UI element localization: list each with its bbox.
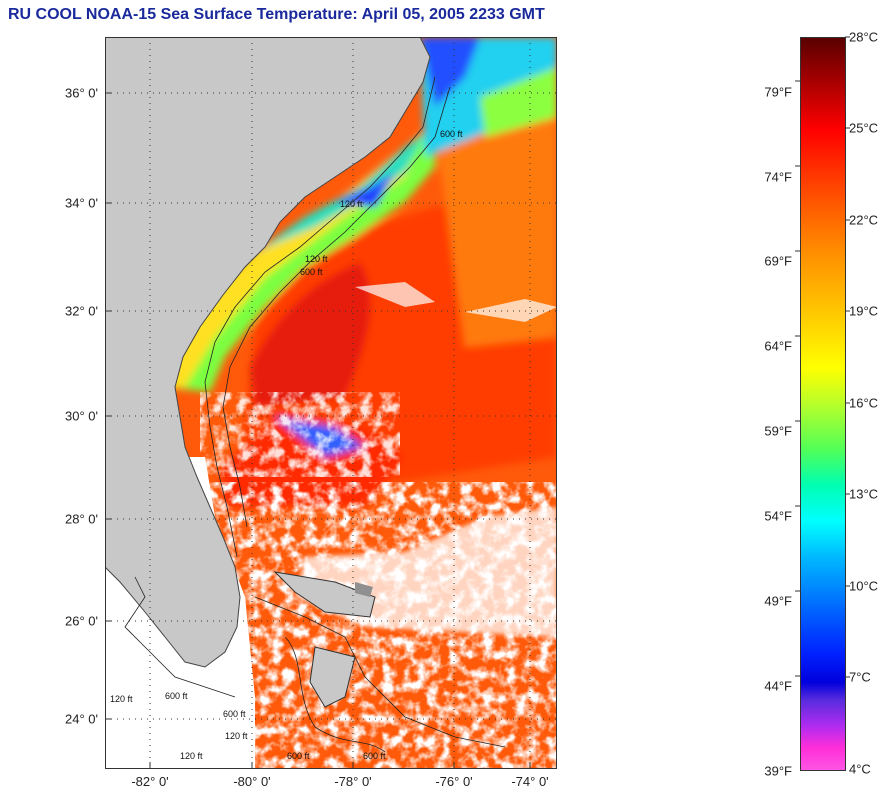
contour-label: 120 ft [225, 731, 248, 741]
contour-label: 120 ft [180, 751, 203, 761]
sst-map[interactable]: 120 ft 600 ft 120 ft 600 ft 120 ft 600 f… [105, 37, 557, 769]
fahrenheit-label: 64°F [764, 338, 792, 354]
celsius-label: 19°C [849, 303, 879, 319]
lat-label: 28° 0' [65, 511, 98, 527]
celsius-label: 13°C [849, 486, 879, 502]
lat-label: 32° 0' [65, 303, 98, 319]
celsius-label: 16°C [849, 395, 879, 411]
celsius-label: 10°C [849, 578, 879, 594]
contour-label: 120 ft [340, 199, 363, 209]
fahrenheit-label: 69°F [764, 253, 792, 269]
temperature-colorbar [800, 37, 846, 771]
celsius-label: 25°C [849, 120, 879, 136]
lon-label: -78° 0' [334, 774, 372, 789]
lat-label: 36° 0' [65, 85, 98, 101]
lat-label: 34° 0' [65, 195, 98, 211]
lon-label: -82° 0' [131, 774, 169, 789]
contour-label: 120 ft [305, 254, 328, 264]
contour-label: 600 ft [440, 129, 463, 139]
lat-label: 30° 0' [65, 408, 98, 424]
map-frame [105, 37, 557, 769]
page-title: RU COOL NOAA-15 Sea Surface Temperature:… [8, 6, 545, 23]
fahrenheit-label: 39°F [764, 763, 792, 779]
bathymetry-contours [124, 76, 506, 753]
fahrenheit-label: 74°F [764, 169, 792, 185]
graticule [105, 37, 557, 769]
celsius-label: 22°C [849, 212, 879, 228]
celsius-label: 28°C [849, 29, 879, 45]
fahrenheit-label: 49°F [764, 593, 792, 609]
contour-label: 600 ft [165, 691, 188, 701]
lon-label: -80° 0' [233, 774, 271, 789]
lat-label: 24° 0' [65, 711, 98, 727]
fahrenheit-label: 54°F [764, 508, 792, 524]
lon-label: -76° 0' [435, 774, 473, 789]
celsius-label: 4°C [849, 761, 871, 777]
landmass [105, 37, 431, 708]
lat-label: 26° 0' [65, 613, 98, 629]
celsius-label: 7°C [849, 669, 871, 685]
contour-label: 120 ft [110, 694, 133, 704]
contour-label: 600 ft [223, 709, 246, 719]
contour-label: 600 ft [363, 751, 386, 761]
fahrenheit-label: 44°F [764, 678, 792, 694]
contour-label: 600 ft [287, 751, 310, 761]
contour-label: 600 ft [300, 267, 323, 277]
fahrenheit-label: 79°F [764, 84, 792, 100]
fahrenheit-label: 59°F [764, 423, 792, 439]
lon-label: -74° 0' [511, 774, 549, 789]
